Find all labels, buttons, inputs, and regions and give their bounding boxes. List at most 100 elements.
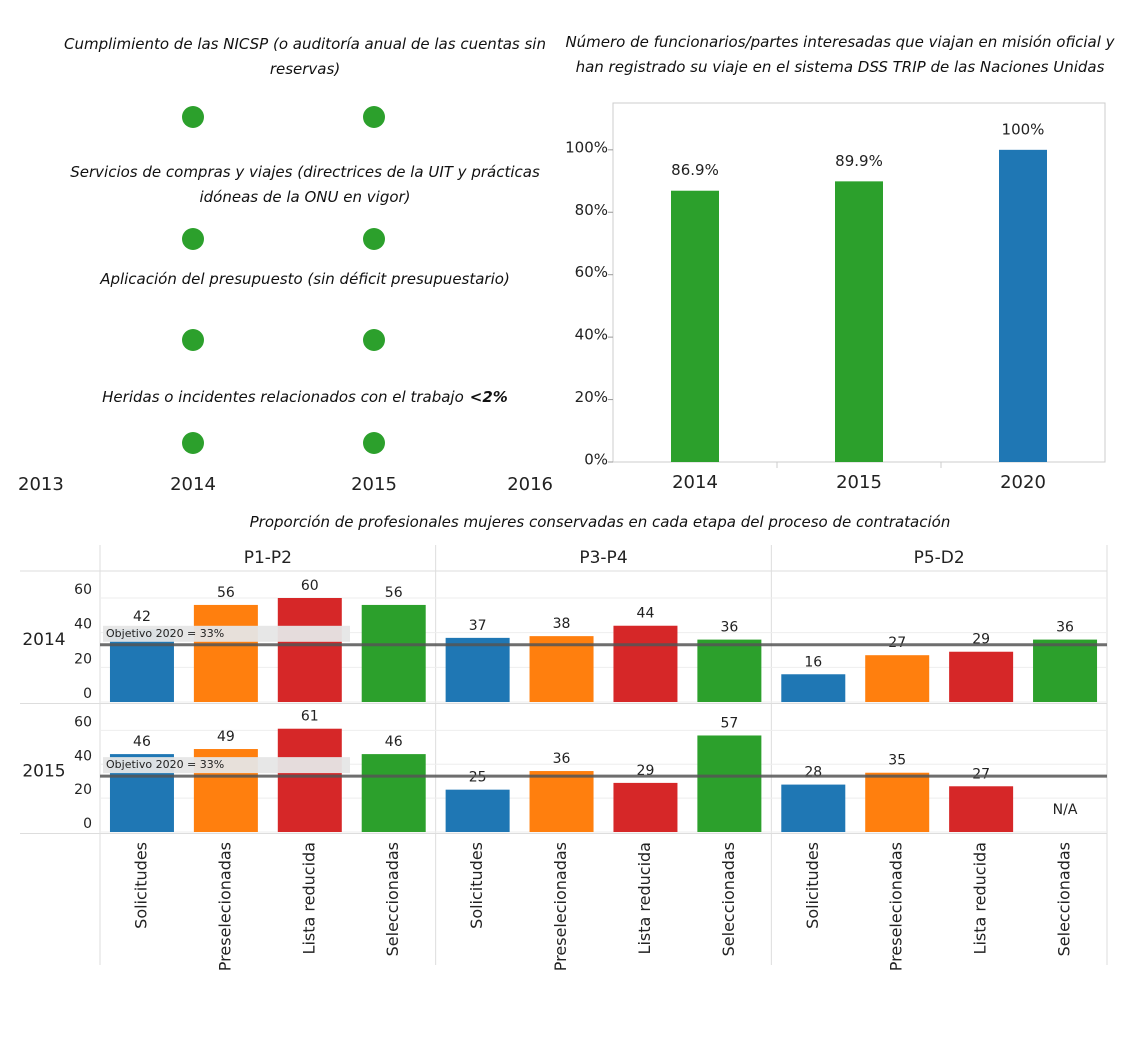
indicator-label: Servicios de compras y viajes (directric… [70,163,540,206]
value-label: 86.9% [671,161,719,179]
value-label: 16 [804,654,822,670]
y-tick-label: 60% [575,263,608,281]
bar [613,782,678,832]
bar [529,636,594,702]
value-label: 60 [301,578,319,594]
missing-label: N/A [1053,802,1078,818]
y-tick-label: 20% [575,388,608,406]
value-label: 25 [469,770,487,786]
x-tick-label: 2014 [672,472,718,493]
status-dot [363,432,385,454]
bar [277,728,342,832]
x-tick-label: Lista reducida [299,842,318,954]
value-label: 46 [133,734,151,750]
x-tick-label: Solicitudes [467,842,486,929]
x-tick-label: 2016 [507,474,553,495]
bar [671,190,719,462]
value-label: 27 [972,766,990,782]
value-label: 28 [804,765,822,781]
value-label: 89.9% [835,152,883,170]
status-dot [182,329,204,351]
x-tick-label: Preselecionadas [887,842,906,971]
indicator-note: <2% [469,388,508,406]
bar [445,637,510,702]
bar [999,149,1047,462]
value-label: 37 [469,618,487,634]
value-label: 100% [1002,120,1045,138]
value-label: 56 [385,585,403,601]
x-tick-label: Seleccionadas [719,842,738,956]
column-header: P3-P4 [579,548,627,568]
target-label-box [103,757,350,774]
value-label: 35 [888,753,906,769]
bar [445,789,510,832]
value-label: 61 [301,709,319,725]
value-label: 36 [553,751,571,767]
y-tick-label: 0% [584,451,608,469]
x-tick-label: 2014 [170,474,216,495]
status-dot [363,106,385,128]
value-label: 44 [637,606,655,622]
status-dot [182,228,204,250]
y-tick-label: 20 [74,782,92,798]
y-tick-label: 80% [575,201,608,219]
chart-title: Número de funcionarios/partes interesada… [565,33,1115,76]
y-tick-label: 40 [74,748,92,764]
status-dot [182,432,204,454]
bar [277,598,342,702]
x-tick-label: 2020 [1000,472,1046,493]
value-label: 38 [553,616,571,632]
x-tick-label: Preselecionadas [551,842,570,971]
column-header: P5-D2 [914,548,965,568]
value-label: 42 [133,609,151,625]
bar [193,604,258,702]
x-tick-label: 2013 [18,474,64,495]
bar [1033,639,1098,702]
bar [781,674,846,702]
status-dot [363,228,385,250]
bar [697,735,762,832]
column-header: P1-P2 [244,548,292,568]
target-label-box [103,625,350,642]
x-tick-label: Preselecionadas [215,842,234,971]
row-header: 2014 [22,630,65,650]
y-tick-label: 60 [74,582,92,598]
indicator-label: Heridas o incidentes relacionados con el… [102,388,508,406]
bar [781,784,846,832]
x-tick-label: Seleccionadas [1055,842,1074,956]
indicator-label: Cumplimiento de las NICSP (o auditoría a… [64,35,546,78]
bar [949,651,1014,702]
y-tick-label: 40 [74,617,92,633]
x-tick-label: 2015 [351,474,397,495]
y-tick-label: 0 [83,816,92,832]
y-tick-label: 60 [74,714,92,730]
x-tick-label: Solicitudes [803,842,822,929]
y-tick-label: 0 [83,686,92,702]
target-label: Objetivo 2020 = 33% [106,627,224,640]
bar [361,754,426,832]
status-dot [363,329,385,351]
target-label: Objetivo 2020 = 33% [106,758,224,771]
bar [361,604,426,702]
bar [613,625,678,702]
value-label: 36 [1056,620,1074,636]
y-tick-label: 100% [565,138,608,156]
value-label: 36 [720,620,738,636]
indicator-label: Aplicación del presupuesto (sin déficit … [100,270,510,288]
bar [529,771,594,832]
bar [865,772,930,832]
x-tick-label: Lista reducida [635,842,654,954]
x-tick-label: 2015 [836,472,882,493]
row-header: 2015 [22,762,65,782]
bar [835,181,883,462]
value-label: 27 [888,635,906,651]
value-label: 49 [217,729,235,745]
y-tick-label: 40% [575,326,608,344]
x-tick-label: Seleccionadas [383,842,402,956]
x-tick-label: Solicitudes [131,842,150,929]
bar [697,639,762,702]
bar [949,786,1014,832]
value-label: 57 [720,715,738,731]
